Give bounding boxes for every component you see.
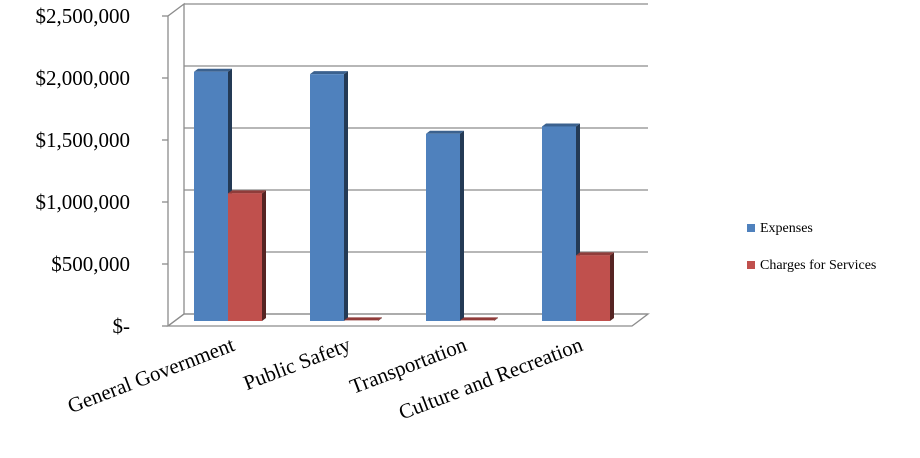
y-tick-label: $2,500,000 [36,4,131,28]
y-tick-label: $2,000,000 [36,66,131,90]
legend-item: Charges for Services [747,258,876,273]
x-category-label: General Government [64,332,238,418]
bar-expenses [542,123,580,321]
bar-charges-for-services [344,317,382,321]
legend: Expenses Charges for Services [747,221,876,273]
bars [194,68,614,321]
y-tick-label: $- [113,314,131,338]
bar-charges-for-services [576,252,614,321]
bar-expenses [426,130,464,321]
y-tick-label: $1,500,000 [36,128,131,152]
bar-expenses [310,71,348,321]
x-category-label: Public Safety [240,332,354,395]
side-wall [167,2,185,327]
x-axis-categories: General Government Public SafetyTransport… [64,332,586,424]
floor [166,313,650,327]
y-tick-label: $500,000 [51,252,130,276]
y-axis-ticks: $- $500,000 $1,000,000 $1,500,000 $2,000,000… [36,4,131,338]
legend-swatch [747,261,755,269]
bar-charges-for-services [460,317,498,321]
legend-label: Charges for Services [760,258,876,273]
y-tick-label: $1,000,000 [36,190,131,214]
bar-charges-for-services [228,190,266,321]
legend-item: Expenses [747,221,813,236]
bar-expenses [194,68,232,321]
legend-label: Expenses [760,221,813,236]
legend-swatch [747,224,755,232]
axes [162,2,650,327]
